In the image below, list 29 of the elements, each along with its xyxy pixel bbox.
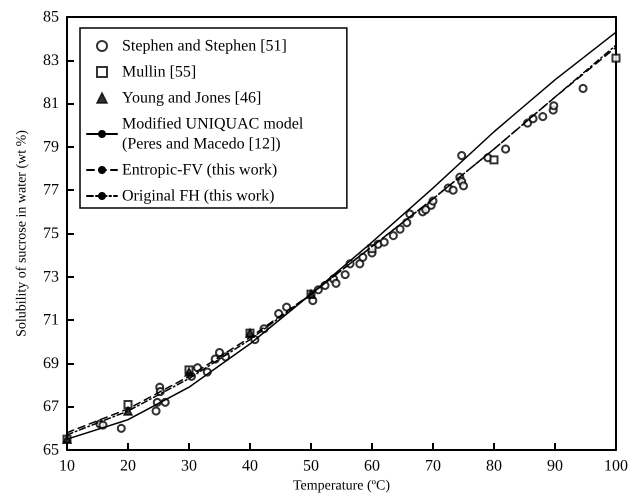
y-tick-label: 83 (43, 52, 59, 69)
x-tick-label: 90 (547, 458, 563, 474)
x-tick-label: 10 (59, 458, 75, 474)
x-tick-label: 80 (486, 458, 502, 474)
y-tick-label: 85 (43, 8, 59, 26)
x-tick-label: 40 (242, 458, 258, 474)
legend-label: Young and Jones [46] (122, 90, 262, 106)
x-tick-label: 50 (303, 458, 319, 474)
y-tick-label: 77 (43, 182, 59, 199)
y-tick-label: 65 (43, 442, 59, 458)
x-tick-label: 20 (120, 458, 136, 474)
y-axis-title: Solubility of sucrose in water (wt %) (14, 130, 30, 337)
x-tick-label: 100 (604, 458, 628, 474)
legend-label: Stephen and Stephen [51] (122, 38, 287, 54)
x-tick-label: 70 (425, 458, 441, 474)
y-tick-label: 69 (43, 354, 59, 372)
legend-label: Original FH (this work) (122, 188, 274, 204)
x-tick-label: 30 (181, 458, 197, 474)
x-tick-label: 60 (364, 458, 380, 474)
legend-label: Entropic-FV (this work) (122, 162, 278, 178)
y-tick-label: 71 (43, 312, 59, 329)
y-tick-label: 73 (43, 268, 59, 286)
y-tick-label: 75 (43, 225, 59, 242)
y-tick-label: 81 (43, 95, 59, 112)
x-axis-title: Temperature (ºC) (292, 478, 390, 494)
legend-label: Modified UNIQUAC model (Peres and Macedo [12]) (122, 116, 304, 152)
y-tick-label: 67 (43, 398, 59, 416)
y-tick-label: 79 (43, 138, 59, 156)
legend-label: Mullin [55] (122, 64, 196, 80)
